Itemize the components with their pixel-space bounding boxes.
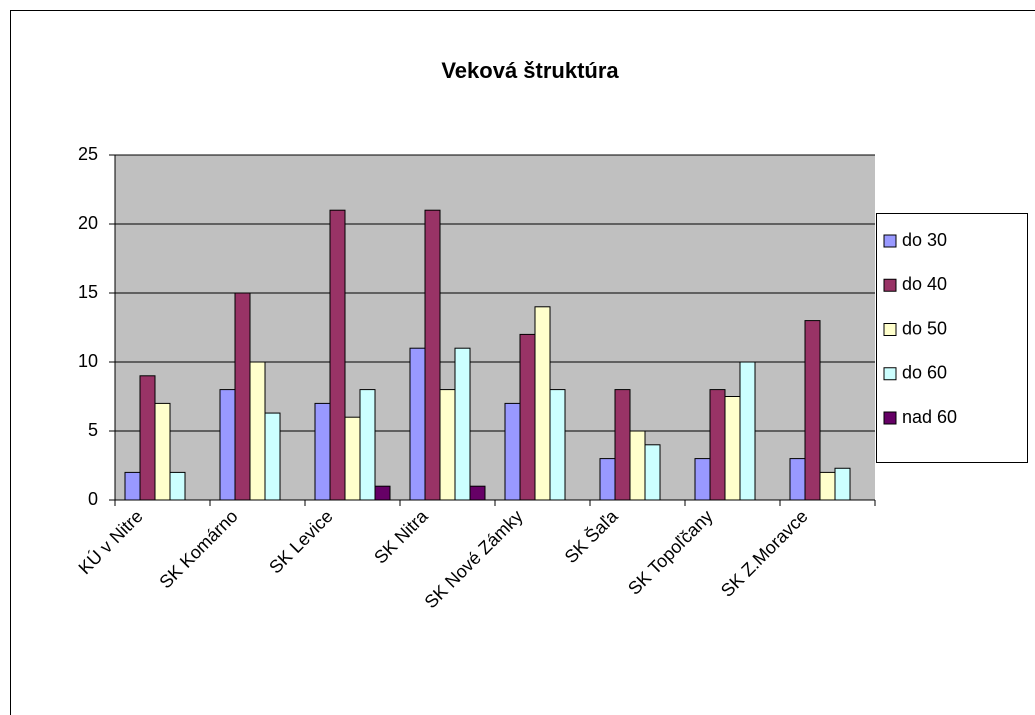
bar — [694, 458, 711, 501]
bar — [534, 306, 551, 501]
legend-label: do 60 — [902, 363, 947, 383]
bar — [439, 389, 456, 501]
bar — [504, 402, 521, 501]
bar — [234, 292, 251, 501]
legend-label: do 50 — [902, 318, 947, 338]
bar — [819, 471, 836, 501]
bar — [519, 333, 536, 501]
legend-label: nad 60 — [902, 407, 957, 427]
legend-swatch — [883, 367, 897, 381]
bar — [344, 416, 361, 501]
bar — [454, 347, 471, 501]
y-tick-label: 10 — [78, 351, 98, 371]
bar — [644, 444, 661, 501]
bar — [469, 485, 486, 501]
bar — [139, 375, 156, 501]
bar — [614, 389, 631, 501]
bar — [629, 430, 646, 501]
bar — [724, 396, 741, 501]
bar — [314, 402, 331, 501]
bar — [154, 402, 171, 501]
bar — [124, 471, 141, 501]
legend — [876, 213, 1028, 463]
bar — [834, 467, 851, 501]
bar — [549, 389, 566, 501]
y-tick-label: 0 — [88, 489, 98, 509]
bar — [264, 412, 281, 501]
bar — [709, 389, 726, 501]
y-tick-label: 15 — [78, 282, 98, 302]
bar — [409, 347, 426, 501]
bar — [789, 458, 806, 501]
bar — [169, 471, 186, 501]
bar — [599, 458, 616, 501]
legend-swatch — [883, 278, 897, 292]
legend-swatch — [883, 411, 897, 425]
legend-swatch — [883, 234, 897, 248]
legend-swatch — [883, 323, 897, 336]
bar — [374, 485, 391, 501]
bar — [249, 361, 266, 501]
bar — [424, 209, 441, 501]
bar — [329, 209, 346, 501]
y-tick-label: 5 — [88, 420, 98, 440]
legend-label: do 40 — [902, 274, 947, 294]
bar — [359, 389, 376, 501]
y-tick-label: 20 — [78, 213, 98, 233]
chart-title: Veková štruktúra — [441, 58, 619, 83]
bar — [804, 320, 821, 501]
bar — [739, 361, 756, 501]
legend-label: do 30 — [902, 230, 947, 250]
y-tick-label: 25 — [78, 144, 98, 164]
bar — [219, 389, 236, 501]
